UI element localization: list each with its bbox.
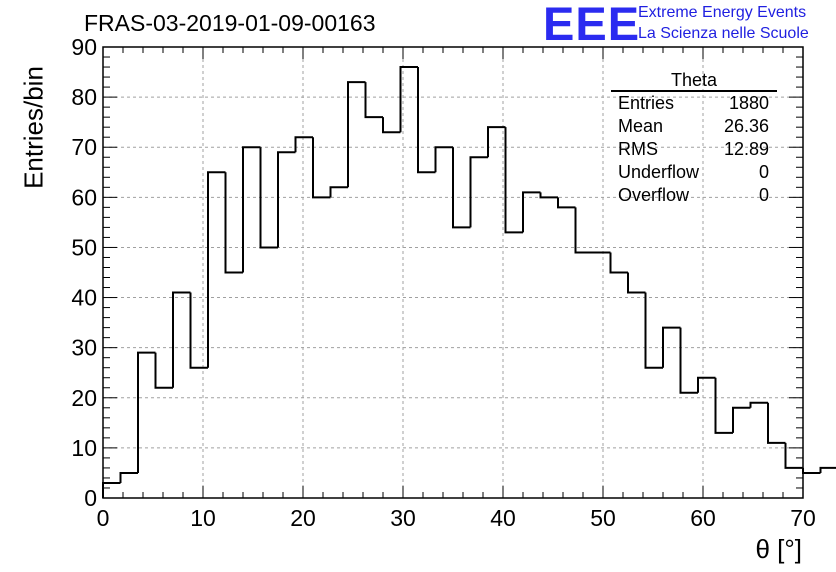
plot-frame [102,46,804,499]
stats-title: Theta [611,70,777,92]
histogram-bin [382,117,401,134]
stats-value: 26.36 [723,116,769,136]
x-axis-label: θ [°] [755,534,802,564]
eee-logo: EEE [543,0,641,50]
y-tick-label: 30 [71,335,97,361]
histogram-bin [399,66,418,133]
x-tick-label: 40 [490,505,516,531]
histogram-bin [662,326,681,368]
logo-text-line1: Extreme Energy Events [638,4,807,21]
y-tick-label: 50 [71,234,97,260]
stats-label: Underflow [618,162,700,182]
histogram-bin [784,442,803,469]
y-tick-label: 40 [71,285,97,311]
histogram-bin [644,292,663,369]
x-tick-label: 30 [390,505,416,531]
histogram-bin [487,126,506,158]
histogram-bin [154,352,173,389]
stats-value: 0 [758,162,769,182]
histogram-bin [277,151,296,248]
stats-row-overflow: Overflow 0 [611,184,777,207]
histogram-bin [697,376,716,393]
stats-row-mean: Mean 26.36 [611,115,777,138]
histogram-bin [802,467,821,474]
histogram-bin [469,156,488,228]
histogram-bin [749,401,768,408]
histogram-bin [347,81,366,188]
histogram-bin [329,186,348,198]
x-tick-label: 50 [590,505,616,531]
x-tick-label: 60 [690,505,716,531]
y-tick-label: 90 [71,34,97,60]
histogram-bin [557,197,576,209]
stats-row-underflow: Underflow 0 [611,161,777,184]
x-tick-label: 20 [290,505,316,531]
stats-value: 0 [758,185,769,205]
histogram-bin [609,252,628,274]
y-tick-label: 80 [71,84,97,110]
histogram-bin [539,192,558,199]
stats-label: RMS [618,139,658,159]
histogram-bin [172,291,191,388]
histogram-bin [627,272,646,294]
y-tick-label: 20 [71,385,97,411]
stats-row-rms: RMS 12.89 [611,138,777,161]
histogram-bin [504,127,523,234]
histogram-bin [732,406,751,433]
logo-text-line2: La Scienza nelle Scuole [638,25,809,42]
histogram-bin [207,171,226,368]
x-tick-label: 10 [190,505,216,531]
histogram-bin [522,191,541,233]
histogram-bin [679,327,698,394]
y-tick-label: 70 [71,134,97,160]
histogram-bin [137,351,156,473]
histogram-bin [364,82,383,119]
stats-label: Entries [618,93,675,113]
stats-label: Mean [618,116,664,136]
histogram-bin [294,136,313,153]
stats-value: 12.89 [723,139,769,159]
histogram-bin [102,481,121,498]
histogram-bin [434,146,453,173]
histogram-bin [242,146,261,273]
histogram-bin [119,471,138,483]
histogram-bin [714,377,733,434]
stats-label: Overflow [618,185,690,205]
histogram-bin [312,137,331,199]
histogram-bin [819,466,836,473]
x-tick-label: 70 [790,505,816,531]
stats-value: 1880 [728,93,769,113]
y-tick-label: 10 [71,435,97,461]
histogram-bin [767,402,786,444]
histogram-bin [417,67,436,174]
chart-title: FRAS-03-2019-01-09-00163 [84,10,376,36]
stats-row-entries: Entries 1880 [611,92,777,115]
histogram-bin [259,147,278,249]
histogram-bin [574,207,593,254]
y-tick-label: 0 [84,485,97,511]
histogram-bin [452,147,471,229]
histogram-bin [224,172,243,274]
histogram-bin [189,292,208,369]
y-tick-label: 60 [71,184,97,210]
x-tick-label: 0 [97,505,110,531]
stats-box: Theta Entries 1880 Mean 26.36 RMS 12.89 … [611,70,777,207]
